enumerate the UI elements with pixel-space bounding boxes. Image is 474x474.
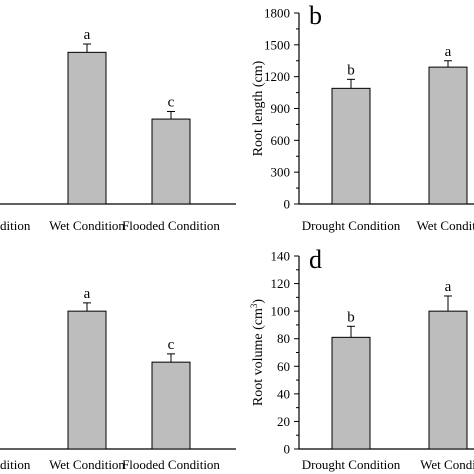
y-axis-label: Root volume (cm3) [249, 299, 266, 407]
category-label: Flooded Condition [122, 457, 220, 472]
category-label: dition [0, 218, 31, 233]
y-tick-label: 0 [284, 442, 291, 457]
significance-letter: a [445, 44, 452, 60]
bar-1 [331, 336, 371, 450]
category-label: Wet Conditi [417, 218, 474, 233]
bar-2 [428, 66, 468, 205]
y-tick-label: 1200 [264, 69, 290, 84]
y-tick-label: 40 [277, 386, 290, 401]
panel-b-root-length: 0 300 600 900 1200 1500 1800 b Root length (cm) b… [251, 1, 474, 233]
category-label: dition [0, 457, 31, 472]
panel-bottom-left: dition a Wet Condition c Flooded Condition [0, 286, 236, 472]
category-label: Wet Condition [49, 457, 125, 472]
y-tick-label: 600 [271, 133, 291, 148]
significance-letter: b [347, 62, 355, 78]
y-tick-label: 1800 [264, 6, 290, 21]
panel-letter: b [309, 1, 322, 30]
category-label: Wet Condi [420, 457, 474, 472]
significance-letter: b [347, 309, 355, 325]
significance-letter: c [168, 337, 175, 353]
y-tick-label: 20 [277, 414, 290, 429]
bar-1 [331, 87, 371, 205]
y-tick-label: 0 [284, 197, 291, 212]
panel-top-left: dition a Wet Condition c Flooded Condition [0, 27, 236, 233]
category-label: Wet Condition [49, 218, 125, 233]
category-label: Flooded Condition [122, 218, 220, 233]
bar-2 [67, 51, 107, 205]
y-tick-label: 140 [271, 249, 291, 264]
bar-3 [151, 361, 191, 450]
category-label: Drought Condition [302, 457, 401, 472]
y-tick-label: 80 [277, 331, 290, 346]
y-axis-label: Root length (cm) [251, 60, 266, 156]
y-axis-label-superscript: 3 [249, 303, 259, 308]
y-tick-label: 300 [271, 165, 291, 180]
bar-2 [67, 310, 107, 450]
panel-d-root-volume: 0 20 40 60 80 100 120 140 d Root volume (cm3) b Dro… [249, 245, 474, 472]
y-tick-label: 120 [271, 276, 291, 291]
panel-letter: d [309, 245, 322, 274]
category-label: Drought Condition [302, 218, 401, 233]
significance-letter: a [445, 279, 452, 295]
significance-letter: a [84, 27, 91, 43]
significance-letter: a [84, 286, 91, 302]
y-tick-label: 1500 [264, 37, 290, 52]
bar-2 [428, 310, 468, 450]
y-tick-label: 100 [271, 304, 291, 319]
significance-letter: c [168, 94, 175, 110]
bar-3 [151, 118, 191, 205]
y-axis-label-end: ) [251, 299, 266, 304]
y-tick-label: 900 [271, 101, 291, 116]
y-tick-label: 60 [277, 359, 290, 374]
